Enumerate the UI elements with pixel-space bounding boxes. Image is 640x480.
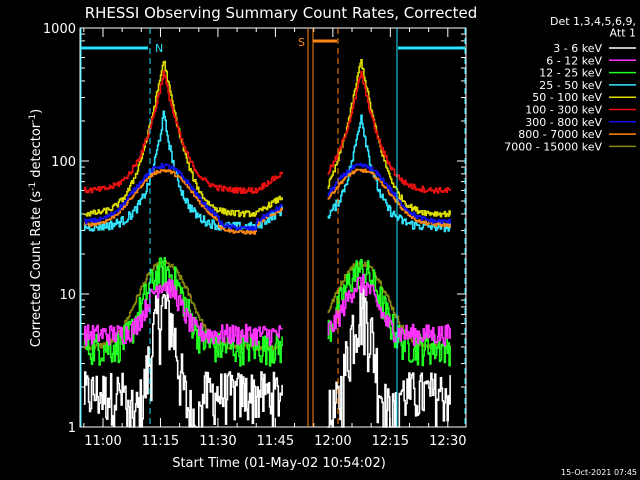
night-marker-label: N xyxy=(155,42,163,55)
series-100to300keV-part2 xyxy=(327,70,451,194)
series-layer xyxy=(83,59,451,428)
series-100to300keV-part1 xyxy=(83,70,283,194)
saa-marker-label: S xyxy=(298,36,305,49)
series-6to12keV-part1 xyxy=(83,278,283,347)
x-tick-label: 11:15 xyxy=(142,434,179,449)
series-300to800keV-part2 xyxy=(327,162,451,225)
series-7000to15000keV-part2 xyxy=(327,260,451,351)
timestamp: 15-Oct-2021 07:45 xyxy=(561,468,637,477)
legend-entry-label: 12 - 25 keV xyxy=(539,67,602,80)
series-12to25keV-part2 xyxy=(327,259,451,367)
x-tick-label: 12:00 xyxy=(314,434,351,449)
y-tick-label: 10 xyxy=(59,288,76,303)
legend-entry-label: 50 - 100 keV xyxy=(532,91,602,104)
series-25to50keV-part1 xyxy=(83,110,283,232)
legend-header-line: Att 1 xyxy=(610,27,636,40)
x-tick-label: 11:45 xyxy=(257,434,294,449)
legend-entry-label: 25 - 50 keV xyxy=(539,79,602,92)
x-tick-label: 12:15 xyxy=(372,434,409,449)
series-6to12keV-part2 xyxy=(327,273,451,347)
y-tick-label: 1000 xyxy=(43,22,76,37)
y-tick-label: 100 xyxy=(51,155,76,170)
series-800to7000keV-part1 xyxy=(83,169,283,235)
series-3to6keV-part1 xyxy=(83,285,283,428)
y-label-sup1: -1 xyxy=(28,182,38,191)
plot-frame xyxy=(79,27,467,428)
y-label-mid: detector xyxy=(29,122,44,182)
y-label-main: Corrected Count Rate (s xyxy=(29,191,44,348)
y-label-sup2: -1 xyxy=(28,114,38,123)
legend-entry-label: 300 - 800 keV xyxy=(525,116,602,129)
series-3to6keV-part2 xyxy=(327,283,451,428)
legend-entry-label: 7000 - 15000 keV xyxy=(504,140,602,153)
series-300to800keV-part1 xyxy=(83,163,283,231)
y-label-end: ) xyxy=(29,109,44,114)
legend-entry-label: 6 - 12 keV xyxy=(546,54,602,67)
y-tick-label: 1 xyxy=(68,421,76,436)
x-tick-label: 11:00 xyxy=(84,434,121,449)
series-25to50keV-part2 xyxy=(327,114,451,233)
legend-entry-label: 800 - 7000 keV xyxy=(518,128,602,141)
chart-title: RHESSI Observing Summary Count Rates, Co… xyxy=(85,4,478,22)
legend-entry-label: 3 - 6 keV xyxy=(553,42,602,55)
x-axis-label: Start Time (01-May-02 10:54:02) xyxy=(172,456,386,471)
x-tick-label: 11:30 xyxy=(199,434,236,449)
y-axis-label: Corrected Count Rate (s-1 detector-1) xyxy=(28,109,44,347)
x-tick-label: 12:30 xyxy=(429,434,466,449)
legend-header-line: Det 1,3,4,5,6,9, xyxy=(550,15,636,28)
legend-entry-label: 100 - 300 keV xyxy=(525,104,602,117)
